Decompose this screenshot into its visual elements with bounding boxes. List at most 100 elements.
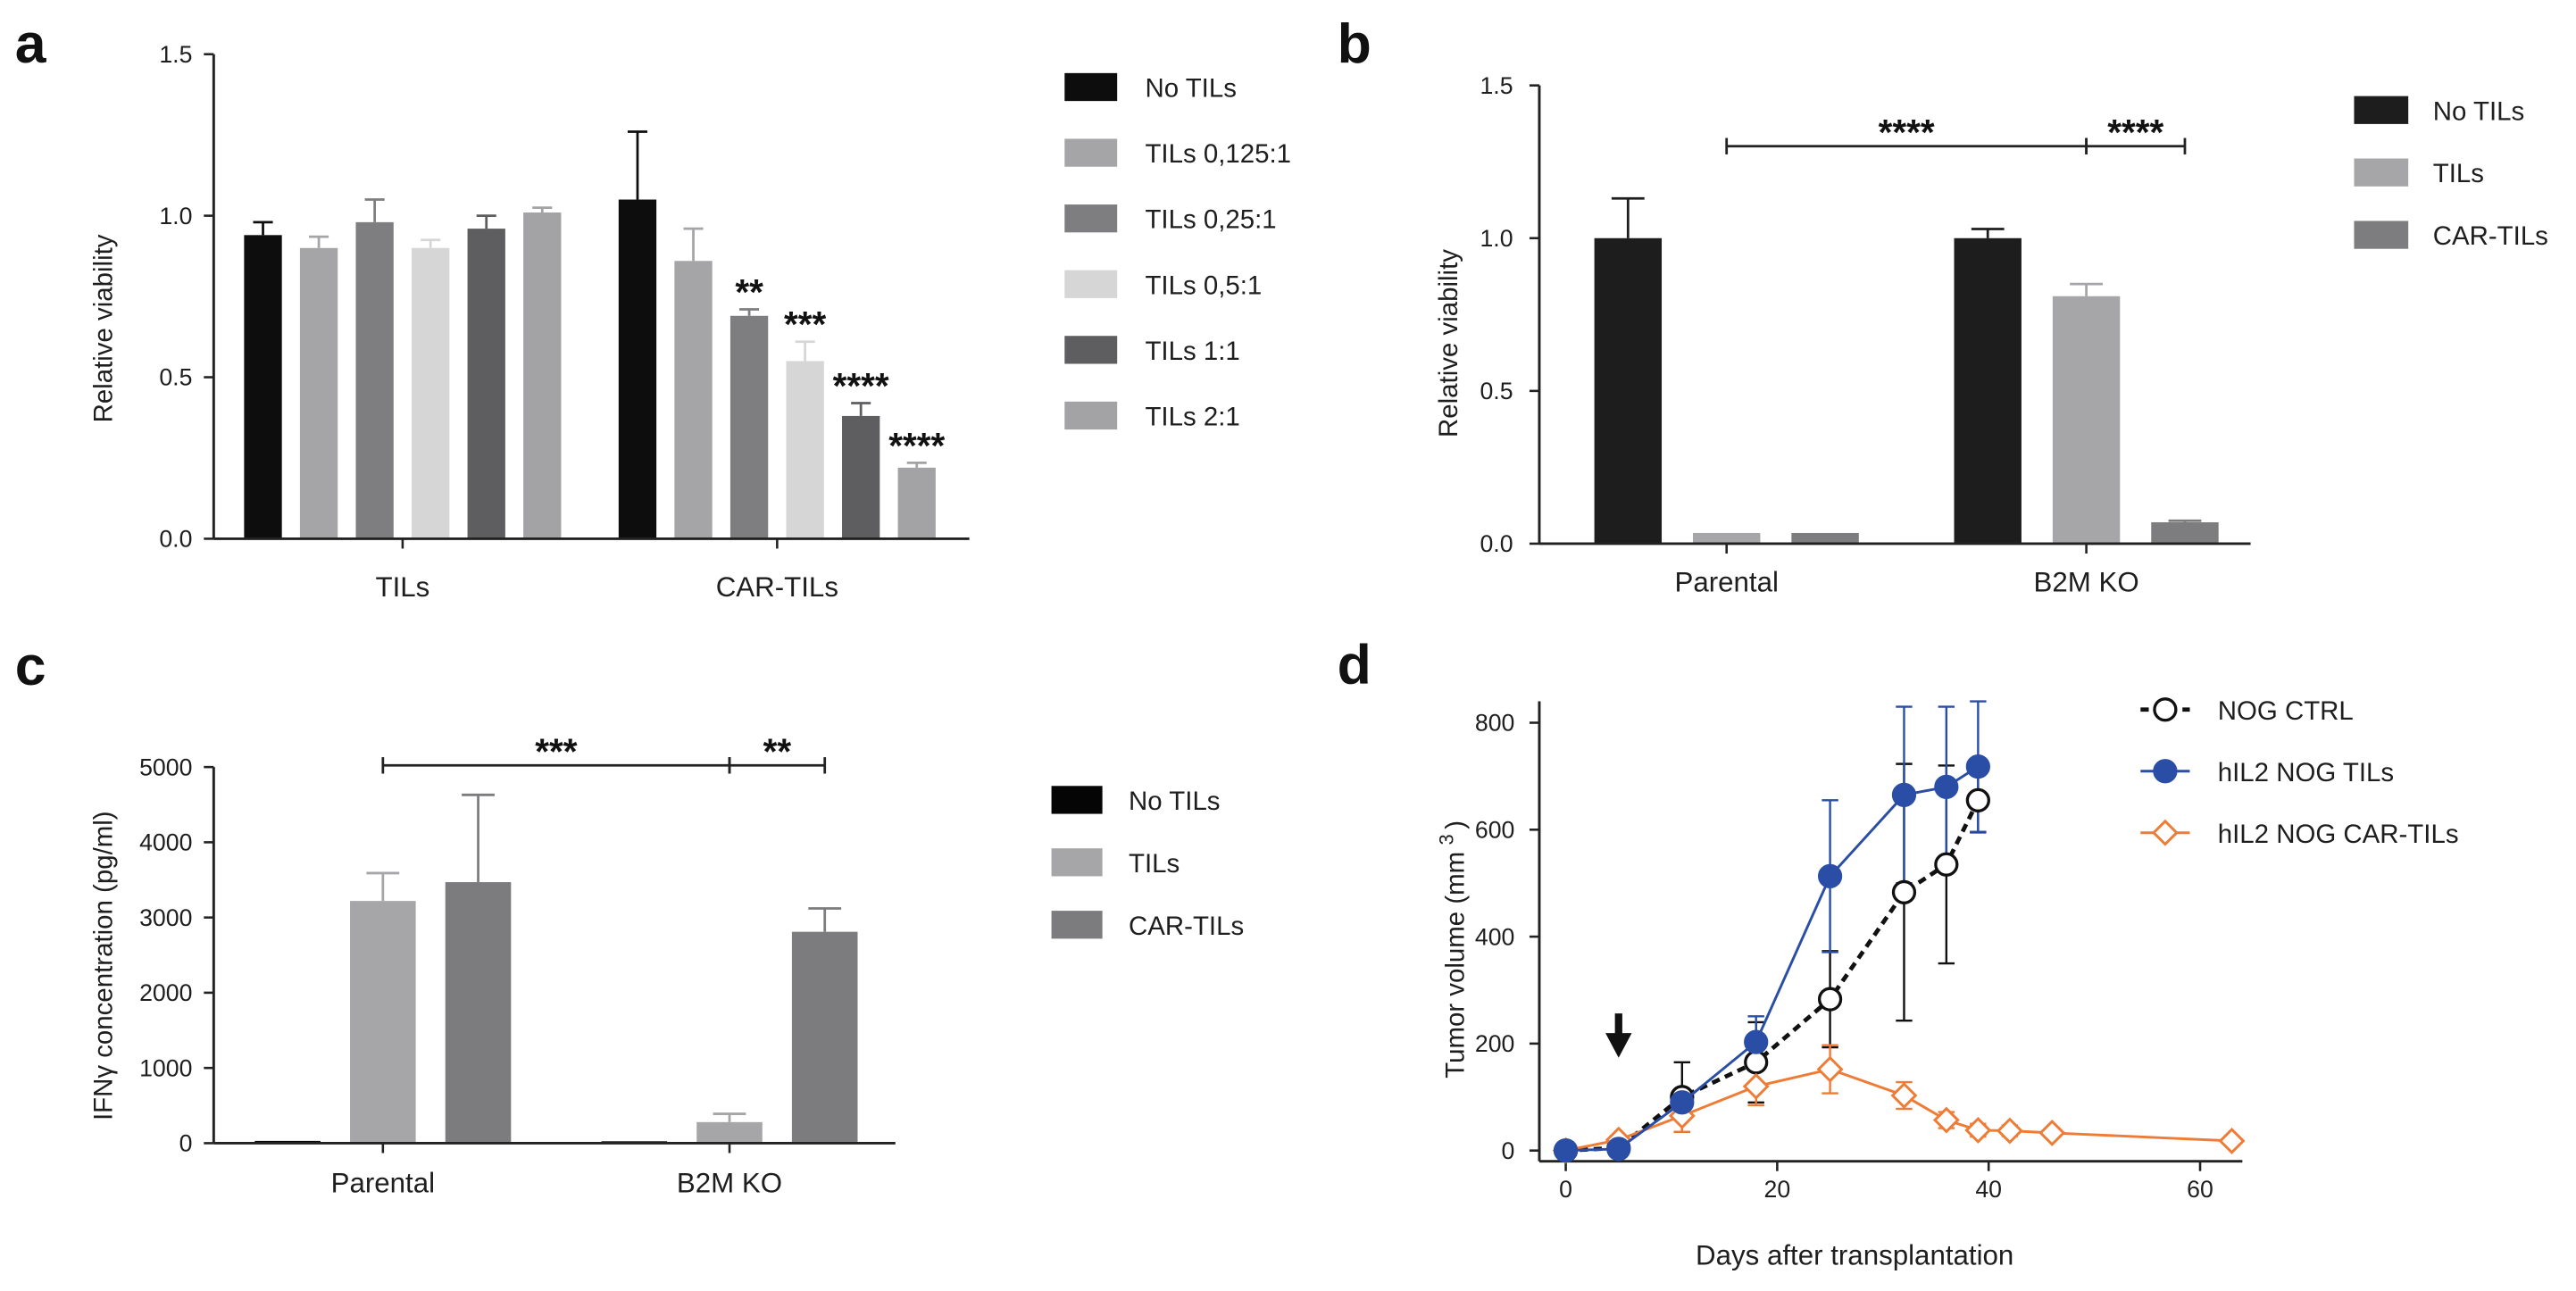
category-label: Parental xyxy=(331,1168,435,1199)
y-tick-label: 4000 xyxy=(139,829,192,856)
panel-b: b 0.0 0.5 1.0 1.5 Parental B2M KO Relative via… xyxy=(1338,12,2548,597)
legend-label: TILs 1:1 xyxy=(1145,337,1239,366)
bar-car-tils-tils-2-1 xyxy=(897,467,936,539)
category-label: B2M KO xyxy=(677,1168,782,1199)
data-point-hil2-nog-car-tils xyxy=(1932,1106,1960,1134)
bar-tils-tils-0-125-1 xyxy=(299,247,338,539)
bar-tils-tils-0-25-1 xyxy=(355,221,394,539)
legend-label: TILs 2:1 xyxy=(1145,402,1239,431)
category-label: Parental xyxy=(1674,566,1778,597)
bar-car-tils-no-tils xyxy=(618,199,657,539)
y-axis-title: Relative viability xyxy=(88,234,118,422)
panel-a: a 0.0 0.5 1.0 1.5 TILs CAR-TILs Relative viabi… xyxy=(15,12,1291,603)
y-tick-label: 1000 xyxy=(139,1054,192,1081)
legend: NOG CTRL hIL2 NOG TILs hIL2 NOG CAR-TILs xyxy=(2140,696,2459,849)
legend-label: CAR-TILs xyxy=(2433,221,2548,251)
significance-label: ** xyxy=(735,271,763,312)
y-axis-title-main: Tumor volume (mm xyxy=(1440,852,1470,1079)
bar-b2m-ko-car-tils xyxy=(791,931,858,1144)
y-tick-label: 0 xyxy=(1502,1137,1515,1164)
y-tick-label: 5000 xyxy=(139,754,192,780)
y-tick-label: 1.0 xyxy=(159,203,192,229)
bar-b2m-ko-tils xyxy=(696,1121,763,1144)
legend-label: hIL2 NOG CAR-TILs xyxy=(2218,820,2459,849)
bar-parental-tils xyxy=(350,901,416,1144)
legend-label: No TILs xyxy=(1145,74,1236,104)
data-point-hil2-nog-car-tils xyxy=(1742,1072,1770,1100)
data-point-hil2-nog-tils xyxy=(1670,1090,1695,1115)
y-axis-title: Relative viability xyxy=(1434,249,1463,437)
legend-swatch xyxy=(1051,848,1103,877)
bar-b2m-ko-tils xyxy=(2052,296,2121,544)
legend-marker-hil2-nog-car-tils xyxy=(2151,819,2179,846)
y-tick-label: 1.5 xyxy=(159,41,192,68)
category-label: B2M KO xyxy=(2034,566,2139,597)
bar-car-tils-tils-0-25-1 xyxy=(729,315,769,539)
legend-label: TILs xyxy=(2433,159,2484,188)
data-point-hil2-nog-tils xyxy=(1891,782,1917,807)
y-tick-label: 0.0 xyxy=(1480,530,1513,557)
category-label: CAR-TILs xyxy=(716,571,838,603)
legend-label: No TILs xyxy=(2433,96,2524,126)
significance-label: **** xyxy=(888,425,945,466)
x-tick-label: 60 xyxy=(2187,1176,2213,1203)
legend-swatch xyxy=(1051,911,1103,939)
bar-parental-no-tils xyxy=(1594,237,1663,544)
legend-swatch xyxy=(1064,270,1118,298)
legend-swatch xyxy=(1064,204,1118,233)
bar-parental-car-tils xyxy=(1791,532,1859,544)
significance-label: ** xyxy=(763,730,792,771)
x-tick-label: 20 xyxy=(1764,1176,1791,1203)
legend-label: TILs 0,125:1 xyxy=(1145,139,1291,169)
legend-marker-nog-ctrl xyxy=(2153,697,2178,722)
significance-label: **** xyxy=(1879,112,1935,153)
bar-car-tils-tils-0-125-1 xyxy=(674,261,713,539)
data-point-hil2-nog-car-tils xyxy=(2038,1119,2066,1146)
legend-label: TILs 0,5:1 xyxy=(1145,271,1262,300)
legend-label: NOG CTRL xyxy=(2218,696,2354,726)
legend-marker-hil2-nog-tils xyxy=(2153,759,2178,784)
legend-label: CAR-TILs xyxy=(1129,912,1244,941)
data-point-hil2-nog-tils xyxy=(1934,774,1959,799)
legend-swatch xyxy=(2354,221,2409,249)
panel-label-b: b xyxy=(1338,12,1371,75)
bar-parental-tils xyxy=(1692,532,1761,544)
legend-swatch xyxy=(1064,401,1118,430)
legend-label: TILs xyxy=(1129,849,1180,879)
bars xyxy=(254,793,858,1144)
bar-tils-no-tils xyxy=(244,235,282,539)
legend-swatch xyxy=(1051,786,1103,814)
panel-label-c: c xyxy=(15,635,46,697)
bar-car-tils-tils-0-5-1 xyxy=(786,361,824,539)
legend: No TILs TILs CAR-TILs xyxy=(2354,96,2548,251)
y-tick-label: 200 xyxy=(1475,1030,1514,1057)
bars xyxy=(244,130,936,539)
y-tick-label: 800 xyxy=(1475,710,1514,737)
y-tick-label: 400 xyxy=(1475,923,1514,950)
legend: No TILs TILs 0,125:1 TILs 0,25:1 TILs 0,5:1… xyxy=(1064,72,1291,431)
significance-label: *** xyxy=(784,304,826,345)
y-axis-title-superscript: 3 xyxy=(1435,834,1457,845)
y-tick-label: 0.0 xyxy=(159,526,192,553)
bars xyxy=(1594,196,2219,544)
data-point-nog-ctrl xyxy=(1891,879,1917,904)
significance-label: **** xyxy=(2107,112,2163,153)
bar-tils-tils-2-1 xyxy=(523,212,562,539)
bar-tils-tils-1-1 xyxy=(467,229,505,539)
data-point-nog-ctrl xyxy=(1817,987,1843,1012)
legend: No TILs TILs CAR-TILs xyxy=(1051,786,1244,941)
panel-c: c 0 1000 2000 3000 4000 5000 Parental B2M KO IFN… xyxy=(15,635,1244,1198)
y-tick-label: 2000 xyxy=(139,979,192,1006)
x-axis-title: Days after transplantation xyxy=(1696,1240,2013,1271)
y-axis-title: Tumor volume (mm 3) xyxy=(1435,820,1471,1079)
data-point-nog-ctrl xyxy=(1934,852,1959,877)
legend-swatch xyxy=(1064,72,1118,102)
bar-parental-car-tils xyxy=(445,882,512,1144)
bar-b2m-ko-no-tils xyxy=(1954,237,2022,544)
legend-swatch xyxy=(2354,158,2409,187)
data-point-hil2-nog-tils xyxy=(1965,754,1990,779)
data-point-hil2-nog-car-tils xyxy=(2218,1127,2246,1154)
data-point-hil2-nog-car-tils xyxy=(1816,1055,1844,1083)
